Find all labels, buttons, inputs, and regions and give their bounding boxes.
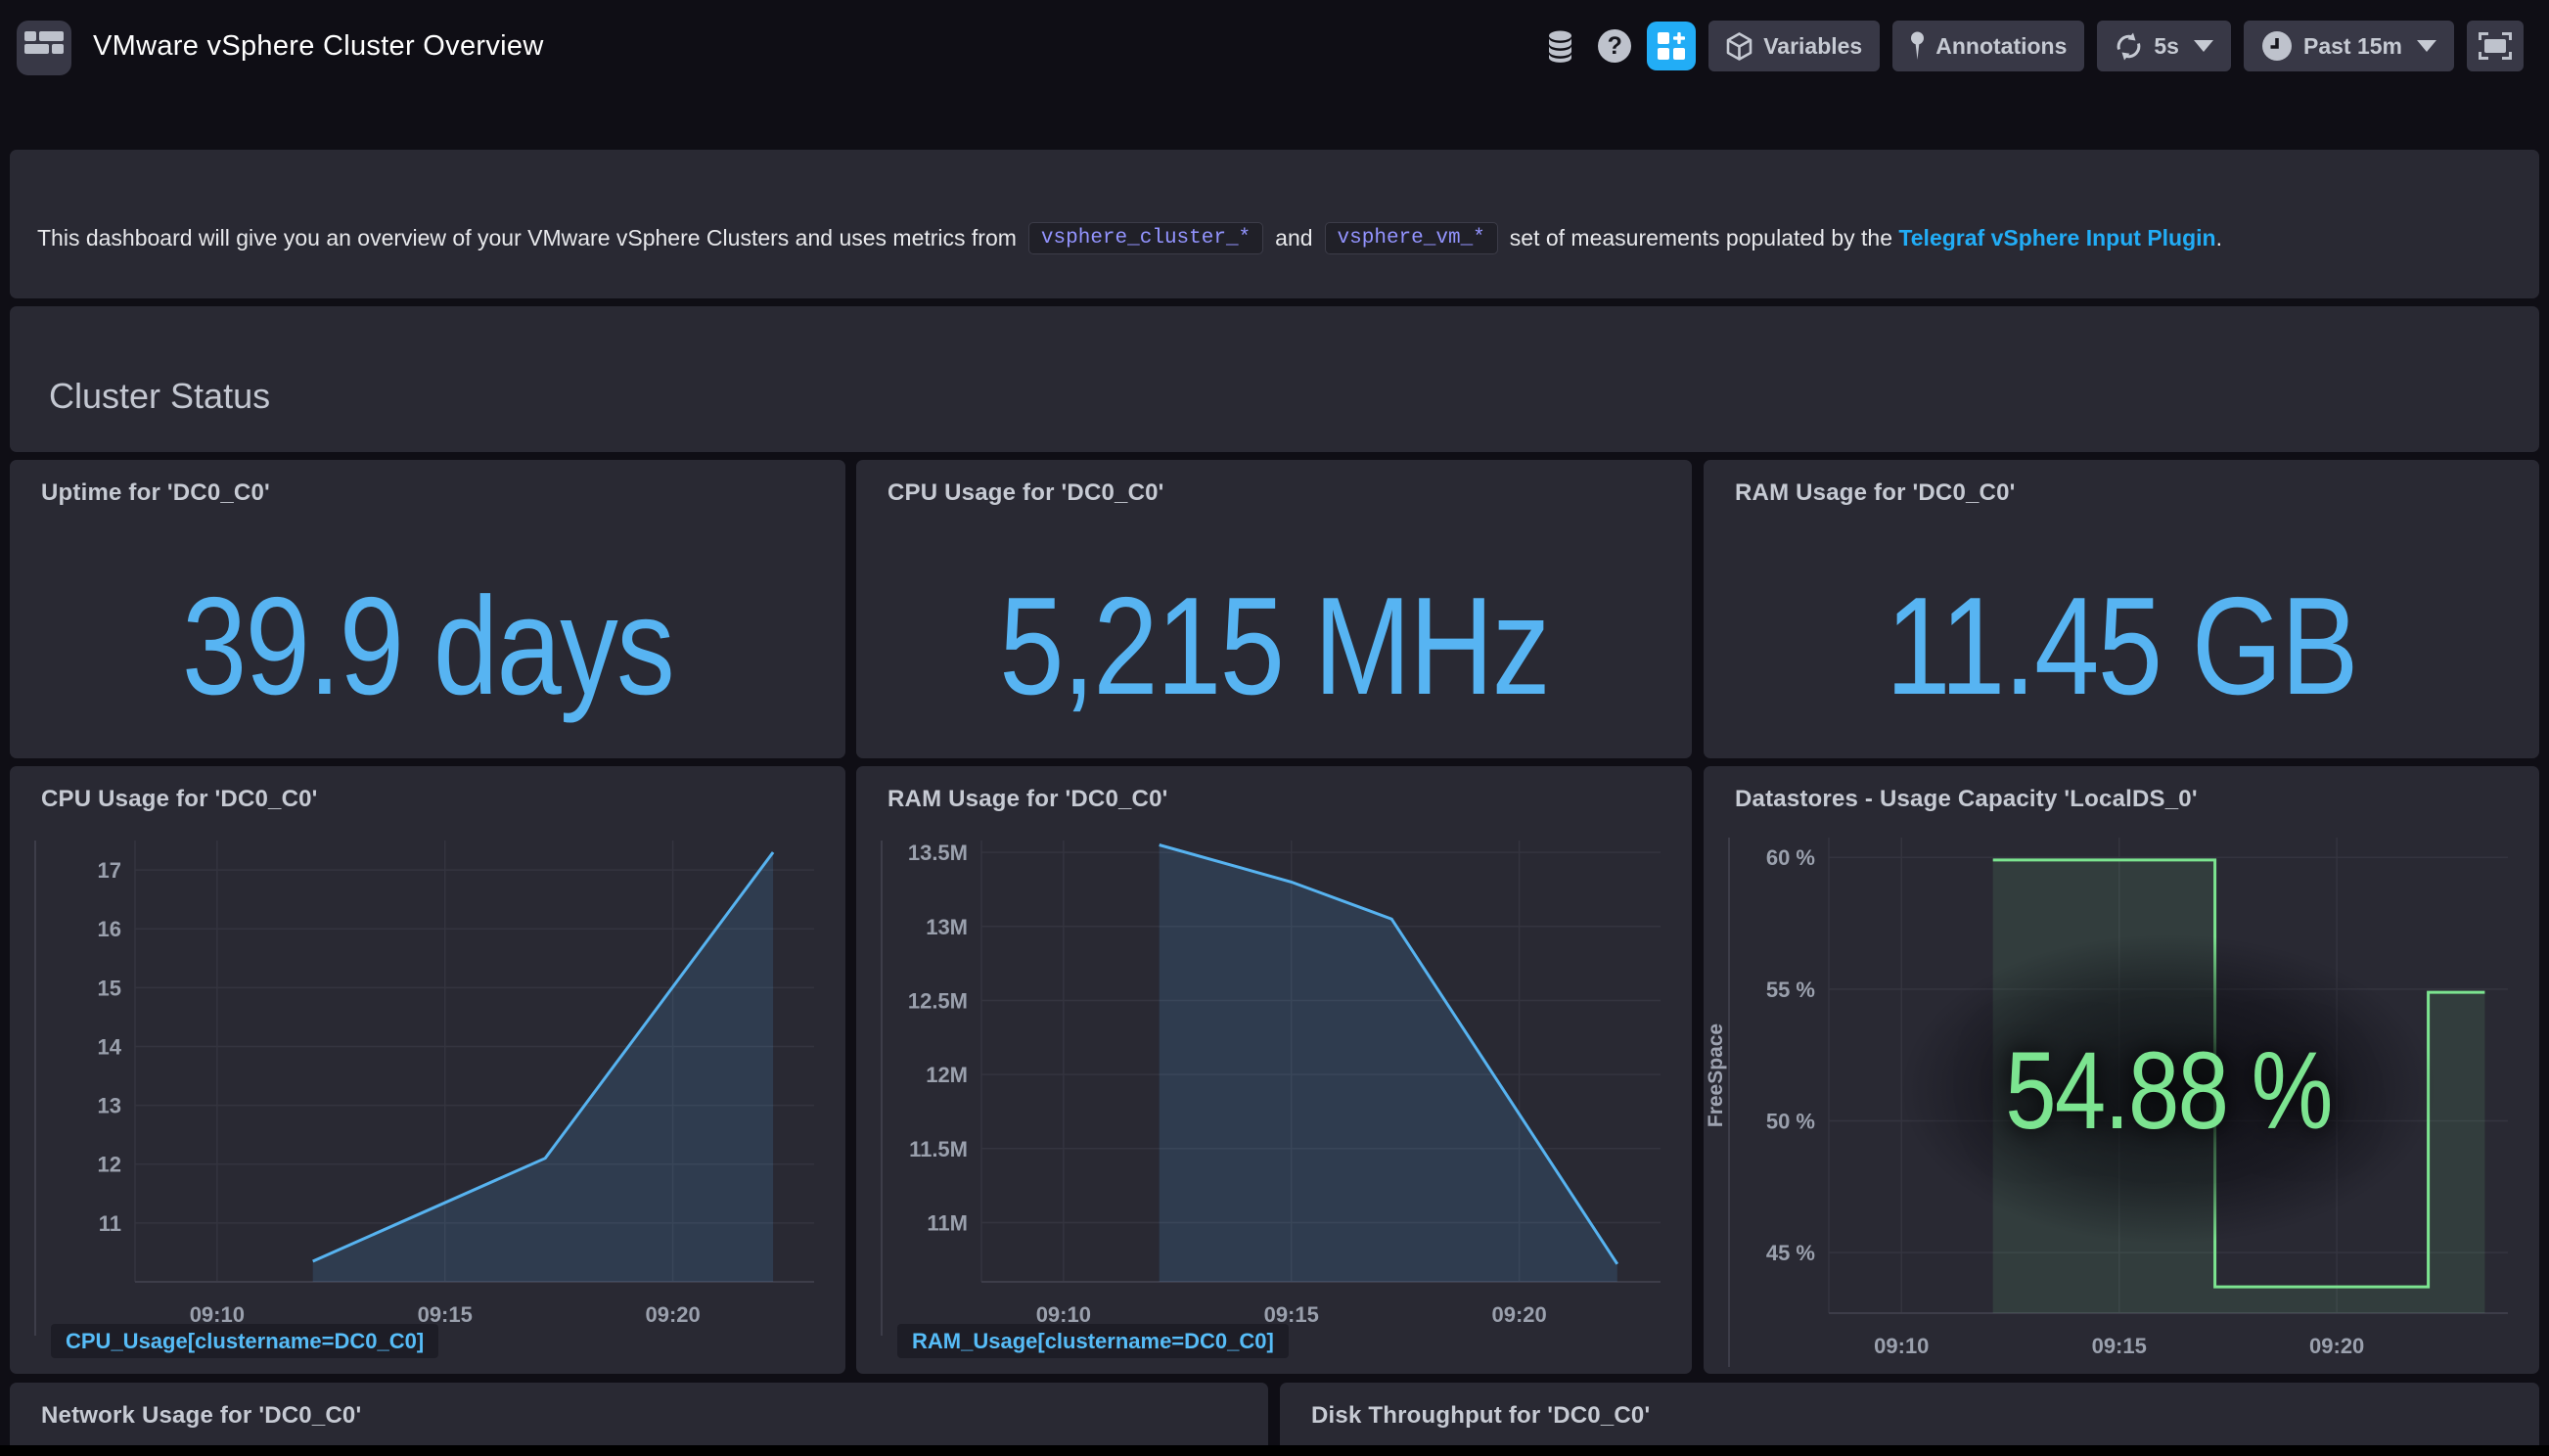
annotations-label: Annotations [1935,32,2068,59]
stat-panel-ram: RAM Usage for 'DC0_C0' 11.45 GB [1704,460,2539,758]
panel-title: RAM Usage for 'DC0_C0' [1735,479,2016,506]
svg-text:12M: 12M [926,1063,968,1087]
note-code-vsphere-vm: vsphere_vm_* [1324,221,1498,254]
svg-text:13.5M: 13.5M [908,841,968,865]
svg-text:11: 11 [99,1211,121,1236]
svg-text:09:20: 09:20 [1491,1302,1546,1327]
dashboards-grid-icon [24,31,64,54]
dashboards-menu-button[interactable] [17,21,71,75]
svg-text:09:10: 09:10 [190,1302,245,1327]
note-panel: This dashboard will give you an overview… [10,150,2539,298]
panel-title: RAM Usage for 'DC0_C0' [888,786,1168,812]
stat-panel-uptime: Uptime for 'DC0_C0' 39.9 days [10,460,845,758]
stat-value-uptime: 39.9 days [181,569,675,724]
stat-vignette [1797,874,2540,1304]
note-code-vsphere-cluster: vsphere_cluster_* [1027,221,1264,254]
refresh-interval-dropdown[interactable]: 5s [2097,21,2231,71]
row-title: Cluster Status [49,375,271,416]
add-cell-icon [1658,32,1686,60]
svg-text:09:15: 09:15 [1264,1302,1319,1327]
svg-text:09:10: 09:10 [1036,1302,1091,1327]
y-axis-label-wrap: FreeSpace [1704,838,1729,1313]
svg-text:12.5M: 12.5M [908,988,968,1013]
page-title: VMware vSphere Cluster Overview [93,30,544,62]
cube-icon [1726,31,1752,61]
presentation-mode-icon [2479,32,2512,60]
svg-text:13: 13 [98,1094,121,1118]
variables-button[interactable]: Variables [1708,21,1881,71]
chart-legend[interactable]: RAM_Usage[clustername=DC0_C0] [897,1324,1289,1358]
help-button[interactable]: ? [1598,29,1632,63]
svg-text:09:20: 09:20 [2309,1334,2364,1358]
database-icon [1549,30,1572,63]
chevron-down-icon [2417,40,2436,52]
stat-value-ram: 11.45 GB [1886,569,2358,724]
help-label: ? [1607,31,1622,60]
panel-title: Datastores - Usage Capacity 'LocalDS_0' [1735,786,2198,812]
note-period: . [2215,224,2222,250]
refresh-interval-label: 5s [2154,32,2179,59]
chevron-down-icon [2193,40,2213,52]
svg-text:09:20: 09:20 [645,1302,700,1327]
cpu-usage-chart[interactable]: 11 12 13 14 15 16 17 09:10 09:15 09:20 [10,766,845,1379]
note-text-and: and [1275,224,1313,250]
pin-icon [1911,31,1925,60]
annotations-button[interactable]: Annotations [1892,21,2085,71]
chart-panel-network: Network Usage for 'DC0_C0' [10,1383,1268,1456]
panel-title: Network Usage for 'DC0_C0' [41,1402,362,1429]
svg-text:17: 17 [98,858,121,883]
bottom-black-strip [0,1445,2549,1456]
stat-value-cpu: 5,215 MHz [999,569,1550,724]
svg-text:09:15: 09:15 [418,1302,473,1327]
variables-label: Variables [1763,32,1863,59]
note-text: This dashboard will give you an overview… [37,150,2222,298]
chart-panel-datastores: Datastores - Usage Capacity 'LocalDS_0' … [1704,766,2540,1374]
add-cell-button[interactable] [1647,22,1697,70]
clock-icon [2261,31,2292,61]
note-text-before: This dashboard will give you an overview… [37,224,1017,250]
refresh-icon [2117,32,2141,60]
ram-usage-chart[interactable]: 11M 11.5M 12M 12.5M 13M 13.5M 09:10 09:15 09:20 [856,766,1692,1379]
svg-text:09:10: 09:10 [1874,1334,1929,1358]
svg-text:09:15: 09:15 [2092,1334,2147,1358]
svg-text:12: 12 [98,1153,121,1177]
chart-legend[interactable]: CPU_Usage[clustername=DC0_C0] [51,1324,439,1358]
row-header-panel: Cluster Status [10,306,2539,452]
chart-panel-ram: RAM Usage for 'DC0_C0' 11M 11.5M 12M 12.5M 1… [856,766,1692,1374]
svg-text:13M: 13M [926,915,968,939]
svg-text:16: 16 [98,917,121,941]
chart-panel-cpu: CPU Usage for 'DC0_C0' 11 12 13 14 15 16 17 09:… [10,766,845,1374]
datastore-freespace-value: 54.88 % [2005,1029,2333,1152]
panel-title: Disk Throughput for 'DC0_C0' [1311,1402,1651,1429]
stat-panel-cpu: CPU Usage for 'DC0_C0' 5,215 MHz [856,460,1692,758]
note-text-after: set of measurements populated by the [1509,224,1893,250]
panel-title: CPU Usage for 'DC0_C0' [41,786,318,812]
y-axis-label: FreeSpace [1705,1023,1728,1128]
database-button[interactable] [1547,30,1573,63]
presentation-mode-button[interactable] [2467,21,2524,71]
svg-text:14: 14 [98,1034,122,1059]
chart-panel-disk: Disk Throughput for 'DC0_C0' [1280,1383,2539,1456]
svg-text:11.5M: 11.5M [909,1137,968,1161]
svg-text:15: 15 [98,976,121,1000]
svg-text:11M: 11M [927,1210,968,1235]
panel-title: Uptime for 'DC0_C0' [41,479,270,506]
svg-text:60 %: 60 % [1766,845,1815,870]
time-range-dropdown[interactable]: Past 15m [2243,21,2454,71]
panel-title: CPU Usage for 'DC0_C0' [888,479,1164,506]
time-range-label: Past 15m [2302,32,2402,59]
telegraf-plugin-link[interactable]: Telegraf vSphere Input Plugin [1898,224,2216,250]
